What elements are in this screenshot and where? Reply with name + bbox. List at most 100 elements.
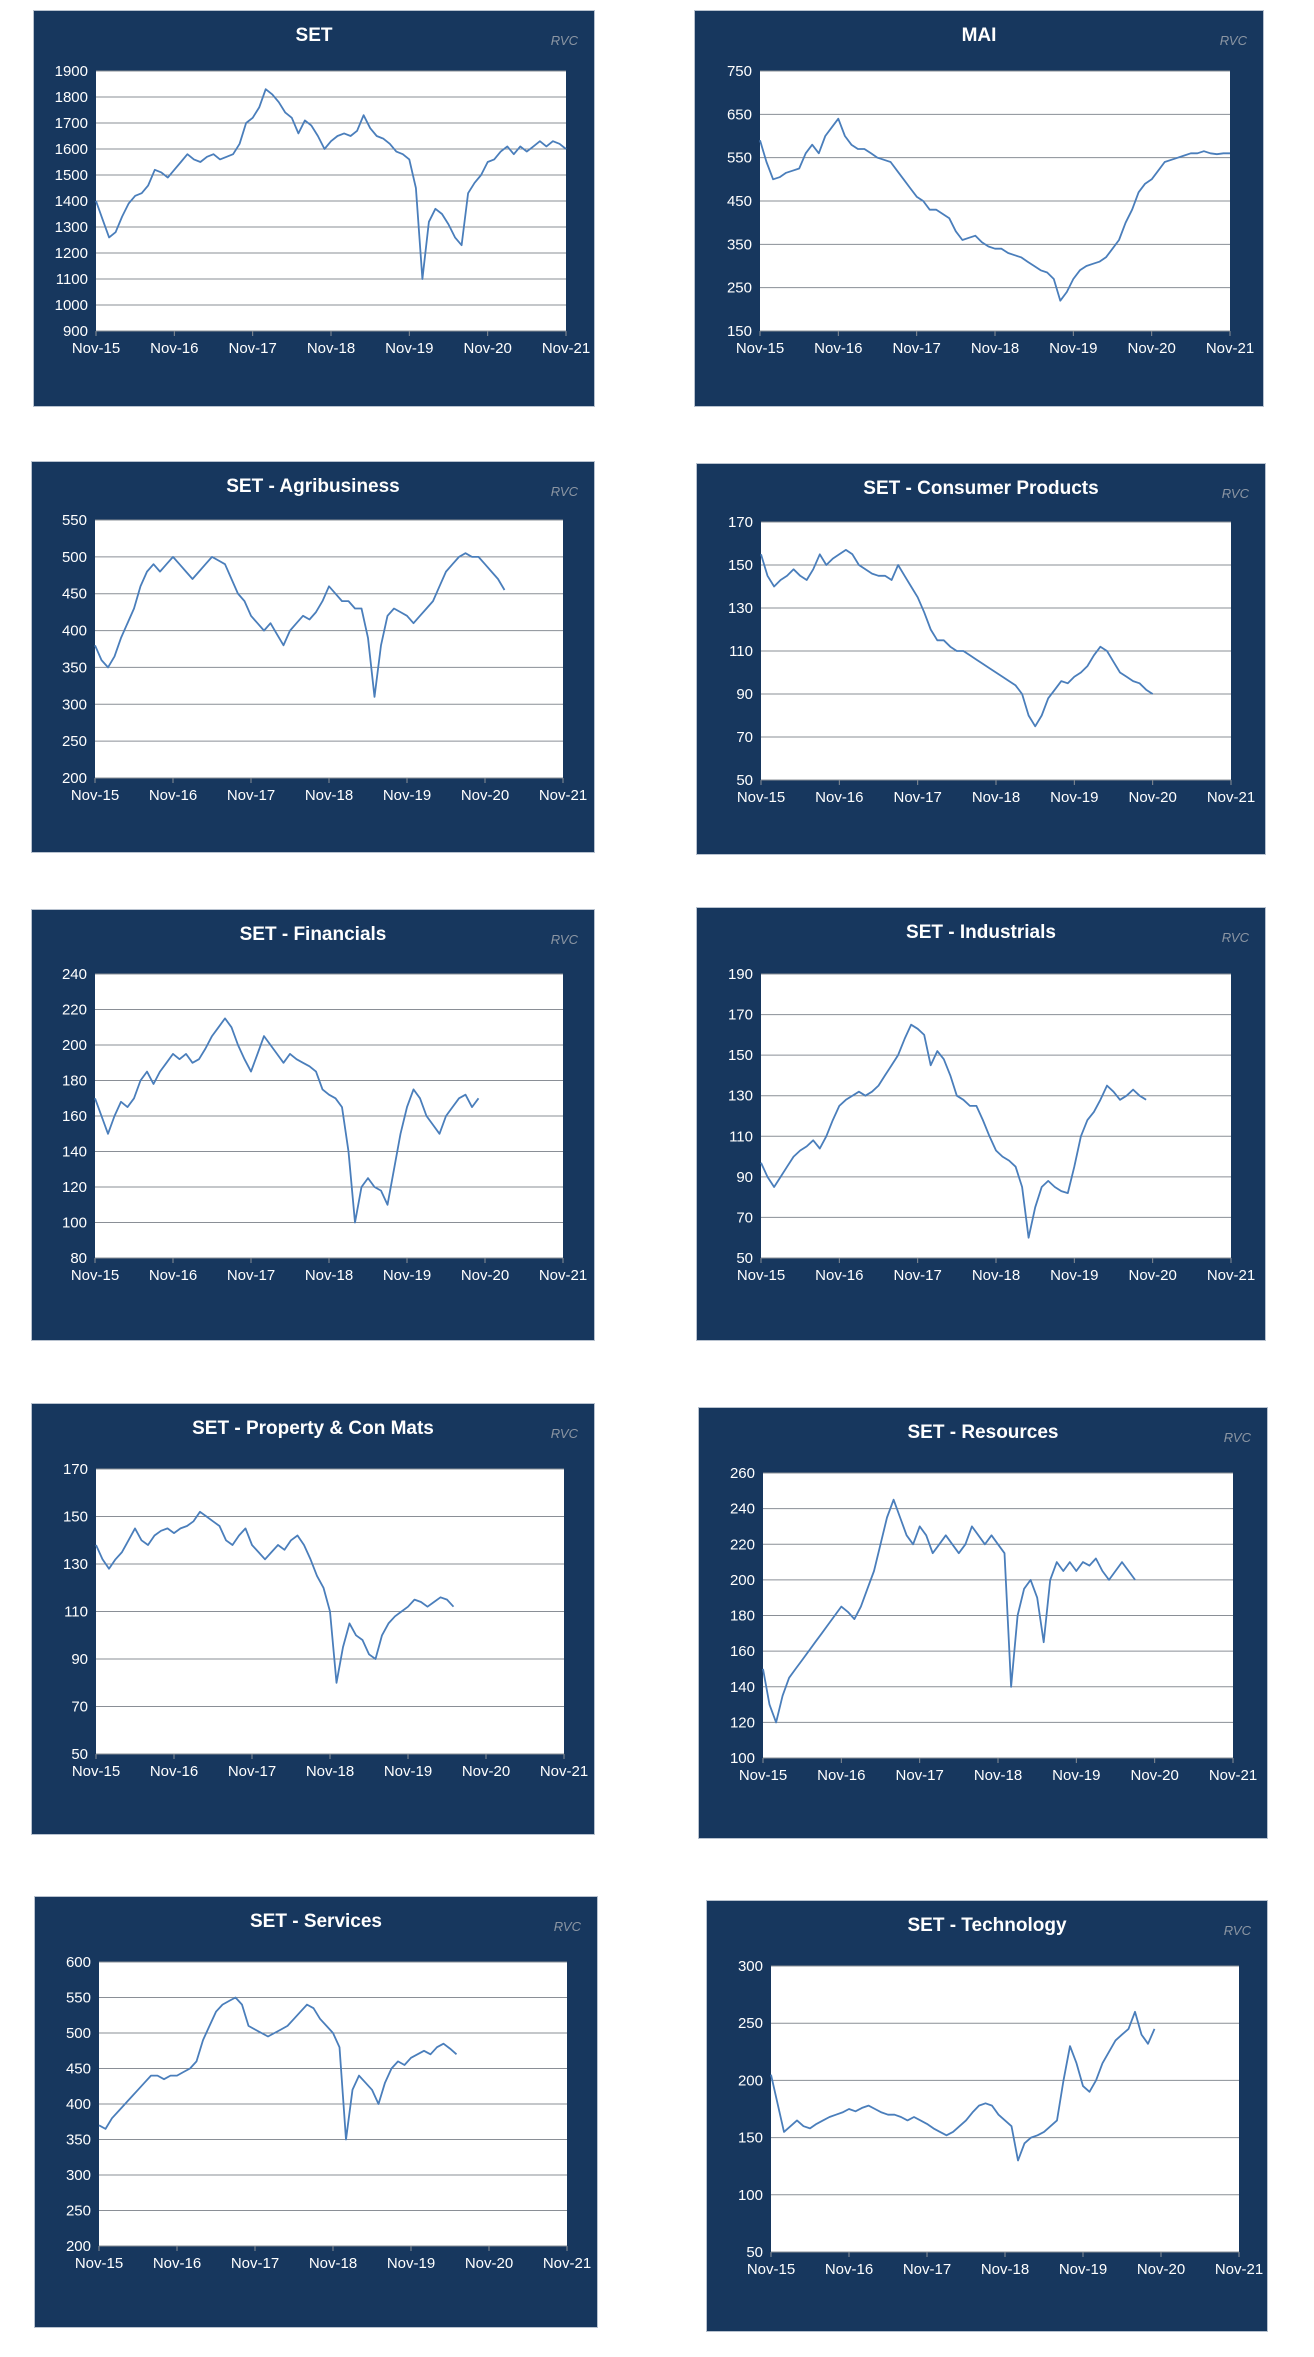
x-tick-label: Nov-16 [815, 789, 863, 806]
watermark: RVC [1221, 486, 1249, 501]
x-tick-label: Nov-21 [1206, 340, 1254, 357]
y-tick-label: 350 [62, 659, 87, 676]
y-tick-label: 70 [736, 1209, 753, 1226]
y-tick-label: 1000 [55, 297, 88, 314]
plot-area [771, 1966, 1239, 2252]
y-tick-label: 650 [727, 106, 752, 123]
chart-plot: 900 1000 1100 1200 1300 1400 1500 1600 1700 1800 1… [55, 63, 591, 357]
chart-panel-set: SET RVC 900 1000 1100 1200 1300 1400 1500 1600 1… [33, 10, 595, 407]
y-tick-label: 250 [62, 733, 87, 750]
x-tick-label: Nov-18 [306, 1763, 354, 1780]
x-tick-label: Nov-21 [1207, 789, 1255, 806]
y-tick-label: 500 [62, 549, 87, 566]
watermark: RVC [1223, 1923, 1251, 1938]
y-tick-label: 170 [728, 514, 753, 531]
y-tick-label: 200 [62, 770, 87, 787]
x-tick-label: Nov-19 [1052, 1767, 1100, 1784]
y-tick-label: 1300 [55, 219, 88, 236]
x-tick-label: Nov-16 [817, 1767, 865, 1784]
x-tick-label: Nov-16 [150, 1763, 198, 1780]
y-tick-label: 350 [727, 236, 752, 253]
x-tick-label: Nov-21 [543, 2255, 591, 2272]
chart-plot: 200 250 300 350 400 450 500 550 Nov-15 Nov-16 Nov-… [62, 512, 587, 804]
x-tick-label: Nov-20 [1127, 340, 1175, 357]
y-tick-label: 250 [727, 280, 752, 297]
y-tick-label: 1500 [55, 167, 88, 184]
x-tick-label: Nov-17 [228, 1763, 276, 1780]
x-tick-label: Nov-15 [747, 2261, 795, 2278]
series-line [94, 552, 506, 698]
y-tick-label: 50 [736, 772, 753, 789]
chart-title: SET - Technology [907, 1915, 1067, 1936]
y-tick-label: 110 [729, 643, 753, 660]
chart-title: SET - Property & Con Mats [192, 1418, 434, 1439]
x-tick-label: Nov-21 [1215, 2261, 1263, 2278]
chart-panel-consumer-products: SET - Consumer Products RVC 50 70 90 110 130… [696, 463, 1266, 855]
x-tick-label: Nov-19 [1049, 340, 1097, 357]
chart-panel-resources: SET - Resources RVC 100 120 140 160 180 200 22… [698, 1407, 1268, 1839]
x-tick-label: Nov-21 [1207, 1267, 1255, 1284]
x-tick-label: Nov-16 [815, 1267, 863, 1284]
y-tick-label: 160 [62, 1108, 87, 1125]
x-tick-label: Nov-18 [981, 2261, 1029, 2278]
watermark: RVC [1221, 930, 1249, 945]
y-tick-label: 170 [63, 1461, 88, 1478]
x-tick-label: Nov-21 [542, 340, 590, 357]
chart-title: SET - Agribusiness [226, 476, 400, 497]
y-tick-label: 90 [736, 686, 753, 703]
y-tick-label: 300 [66, 2167, 91, 2184]
chart-title: SET - Services [249, 1911, 383, 1932]
plot-area [95, 520, 563, 778]
chart-plot: 80 100 120 140 160 180 200 220 240 Nov-15 Nov-16 No… [62, 966, 587, 1284]
series-line [759, 117, 1230, 302]
x-tick-label: Nov-17 [228, 340, 276, 357]
y-tick-label: 450 [62, 586, 87, 603]
chart-panel-financials: SET - Financials RVC 80 100 120 140 160 180 20… [31, 909, 595, 1341]
x-tick-label: Nov-20 [1128, 1267, 1176, 1284]
x-tick-label: Nov-19 [383, 787, 431, 804]
series-line [98, 1996, 458, 2141]
y-tick-label: 400 [66, 2096, 91, 2113]
y-tick-label: 240 [730, 1501, 755, 1518]
x-tick-label: Nov-18 [972, 1267, 1020, 1284]
x-tick-label: Nov-19 [1050, 789, 1098, 806]
y-tick-label: 550 [62, 512, 87, 529]
chart-title: MAI [961, 25, 997, 46]
x-tick-label: Nov-20 [465, 2255, 513, 2272]
y-tick-label: 150 [728, 1047, 753, 1064]
x-tick-label: Nov-15 [737, 1267, 785, 1284]
x-tick-label: Nov-16 [150, 340, 198, 357]
x-tick-label: Nov-16 [825, 2261, 873, 2278]
x-tick-label: Nov-18 [305, 1267, 353, 1284]
x-tick-label: Nov-15 [75, 2255, 123, 2272]
y-tick-label: 130 [63, 1556, 88, 1573]
y-tick-label: 1700 [55, 115, 88, 132]
x-tick-label: Nov-16 [149, 1267, 197, 1284]
x-tick-label: Nov-15 [71, 787, 119, 804]
watermark: RVC [1223, 1430, 1251, 1445]
y-tick-label: 150 [728, 557, 753, 574]
y-tick-label: 450 [66, 2061, 91, 2078]
y-tick-label: 300 [738, 1958, 763, 1975]
x-tick-label: Nov-20 [1137, 2261, 1185, 2278]
x-tick-label: Nov-15 [736, 340, 784, 357]
y-tick-label: 110 [64, 1604, 88, 1621]
chart-panel-services: SET - Services RVC 200 250 300 350 400 450 500… [34, 1896, 598, 2328]
x-tick-label: Nov-18 [309, 2255, 357, 2272]
chart-plot: 50 100 150 200 250 300 Nov-15 Nov-16 Nov-17 Nov-1… [738, 1958, 1263, 2278]
watermark: RVC [550, 484, 578, 499]
x-tick-label: Nov-19 [384, 1763, 432, 1780]
y-tick-label: 550 [66, 1990, 91, 2007]
chart-plot: 100 120 140 160 180 200 220 240 260 Nov-15 Nov-16 N… [730, 1465, 1257, 1784]
chart-panel-agribusiness: SET - Agribusiness RVC 200 250 300 350 400 45… [31, 461, 595, 853]
x-tick-label: Nov-20 [1130, 1767, 1178, 1784]
chart-panel-industrials: SET - Industrials RVC 50 70 90 110 130 150 170… [696, 907, 1266, 1341]
y-tick-label: 900 [63, 323, 88, 340]
chart-plot: 150 250 350 450 550 650 750 Nov-15 Nov-16 Nov-17 N… [727, 63, 1254, 357]
y-tick-label: 1800 [55, 89, 88, 106]
y-tick-label: 80 [70, 1250, 87, 1267]
x-tick-label: Nov-18 [305, 787, 353, 804]
x-tick-label: Nov-18 [972, 789, 1020, 806]
chart-panel-mai: MAI RVC 150 250 350 450 550 650 750 Nov-15 Nov-1… [694, 10, 1264, 407]
y-tick-label: 150 [727, 323, 752, 340]
